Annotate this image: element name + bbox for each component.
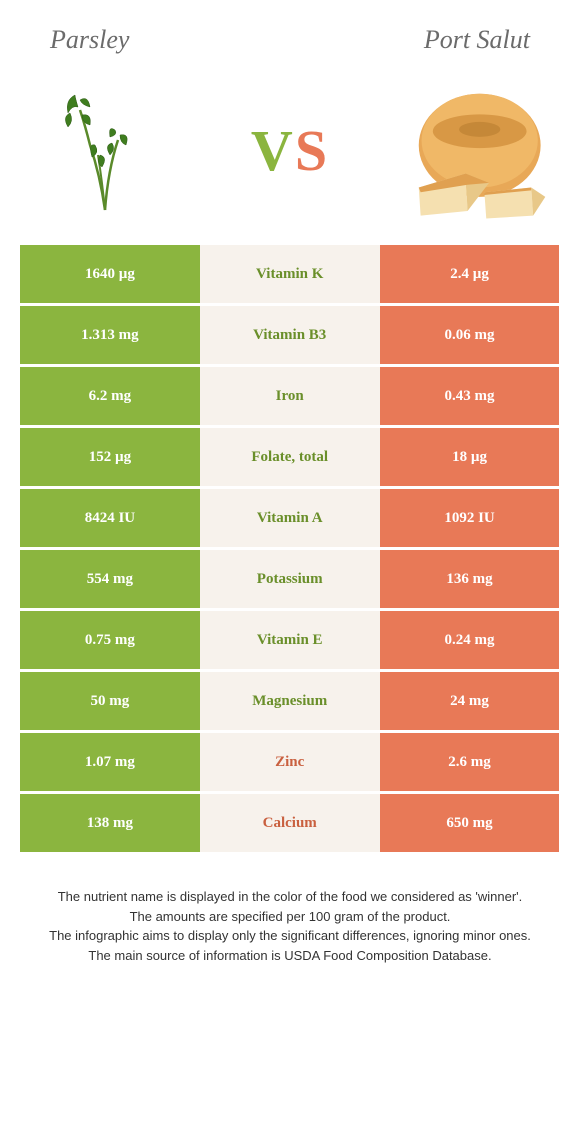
- left-value-cell: 554 mg: [20, 550, 200, 608]
- vs-v-letter: V: [251, 118, 295, 183]
- nutrient-row: 1.313 mgVitamin B30.06 mg: [20, 306, 560, 364]
- images-row: VS: [0, 65, 580, 245]
- left-value-cell: 8424 IU: [20, 489, 200, 547]
- nutrient-name-cell: Vitamin E: [200, 611, 380, 669]
- right-value-cell: 2.4 µg: [380, 245, 560, 303]
- vs-s-letter: S: [295, 118, 329, 183]
- right-value-cell: 0.43 mg: [380, 367, 560, 425]
- port-salut-icon: [400, 75, 550, 225]
- parsley-icon: [50, 85, 160, 215]
- right-value-cell: 136 mg: [380, 550, 560, 608]
- left-value-cell: 0.75 mg: [20, 611, 200, 669]
- left-value-cell: 138 mg: [20, 794, 200, 852]
- right-value-cell: 1092 IU: [380, 489, 560, 547]
- nutrient-name-cell: Calcium: [200, 794, 380, 852]
- nutrient-row: 50 mgMagnesium24 mg: [20, 672, 560, 730]
- nutrient-name-cell: Iron: [200, 367, 380, 425]
- footnote-line: The amounts are specified per 100 gram o…: [30, 907, 550, 927]
- nutrient-name-cell: Vitamin A: [200, 489, 380, 547]
- footnote-line: The main source of information is USDA F…: [30, 946, 550, 966]
- nutrient-name-cell: Magnesium: [200, 672, 380, 730]
- right-food-title: Port Salut: [424, 25, 530, 55]
- nutrient-row: 152 µgFolate, total18 µg: [20, 428, 560, 486]
- nutrient-row: 1640 µgVitamin K2.4 µg: [20, 245, 560, 303]
- left-value-cell: 152 µg: [20, 428, 200, 486]
- nutrient-row: 0.75 mgVitamin E0.24 mg: [20, 611, 560, 669]
- header-titles: Parsley Port Salut: [0, 0, 580, 65]
- nutrient-row: 554 mgPotassium136 mg: [20, 550, 560, 608]
- footnote-line: The nutrient name is displayed in the co…: [30, 887, 550, 907]
- nutrient-name-cell: Zinc: [200, 733, 380, 791]
- vs-label: VS: [251, 117, 329, 184]
- nutrient-row: 138 mgCalcium650 mg: [20, 794, 560, 852]
- right-value-cell: 2.6 mg: [380, 733, 560, 791]
- left-value-cell: 1.07 mg: [20, 733, 200, 791]
- nutrient-row: 1.07 mgZinc2.6 mg: [20, 733, 560, 791]
- left-value-cell: 1640 µg: [20, 245, 200, 303]
- right-value-cell: 0.24 mg: [380, 611, 560, 669]
- nutrient-name-cell: Folate, total: [200, 428, 380, 486]
- nutrient-table: 1640 µgVitamin K2.4 µg1.313 mgVitamin B3…: [20, 245, 560, 852]
- right-value-cell: 0.06 mg: [380, 306, 560, 364]
- nutrient-row: 8424 IUVitamin A1092 IU: [20, 489, 560, 547]
- right-value-cell: 18 µg: [380, 428, 560, 486]
- left-value-cell: 50 mg: [20, 672, 200, 730]
- footnote-line: The infographic aims to display only the…: [30, 926, 550, 946]
- left-value-cell: 6.2 mg: [20, 367, 200, 425]
- cheese-image: [400, 75, 550, 225]
- parsley-image: [30, 75, 180, 225]
- nutrient-name-cell: Vitamin K: [200, 245, 380, 303]
- nutrient-name-cell: Potassium: [200, 550, 380, 608]
- nutrient-name-cell: Vitamin B3: [200, 306, 380, 364]
- left-value-cell: 1.313 mg: [20, 306, 200, 364]
- footnotes: The nutrient name is displayed in the co…: [30, 887, 550, 965]
- right-value-cell: 24 mg: [380, 672, 560, 730]
- left-food-title: Parsley: [50, 25, 129, 55]
- right-value-cell: 650 mg: [380, 794, 560, 852]
- nutrient-row: 6.2 mgIron0.43 mg: [20, 367, 560, 425]
